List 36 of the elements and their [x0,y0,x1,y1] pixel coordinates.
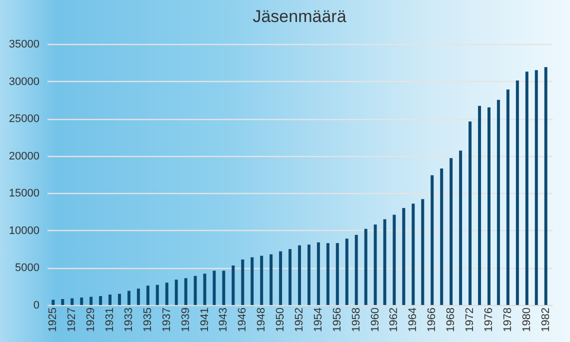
x-tick-label: 1925 [47,308,60,332]
x-tick-label: 1948 [256,308,268,332]
x-tick-label: 1954 [312,308,324,332]
y-tick-label: 15000 [8,188,40,200]
x-tick-label: 1978 [502,308,514,332]
x-tick-label: 1941 [198,308,211,332]
chart-title: Jäsenmäärä [252,7,347,26]
x-tick-label: 1952 [294,308,306,332]
x-tick-label: 1958 [350,308,362,332]
y-tick-label: 35000 [8,38,40,50]
x-tick-label: 1980 [520,308,533,332]
x-tick-label: 1982 [540,308,552,332]
x-tick-label: 1933 [122,308,135,332]
x-tick-label: 1929 [85,308,98,332]
x-tick-label: 1931 [104,308,116,332]
y-tick-label: 0 [33,300,40,312]
x-tick-label: 1972 [464,308,476,332]
y-tick-label: 20000 [8,150,40,162]
x-tick-label: 1939 [180,308,192,332]
y-tick-label: 30000 [8,76,40,88]
x-tick-label: 1935 [142,308,154,332]
x-tick-label: 1943 [218,308,230,332]
x-tick-label: 1937 [160,308,173,332]
x-tick-label: 1964 [407,308,420,332]
x-tick-label: 1976 [482,308,495,332]
x-tick-label: 1927 [66,308,78,332]
x-tick-label: 1946 [236,308,249,332]
x-tick-label: 1950 [274,308,287,332]
x-tick-label: 1962 [388,308,400,332]
x-tick-label: 1956 [331,308,344,332]
x-tick-label: 1966 [426,308,438,332]
y-tick-label: 10000 [8,224,40,237]
x-tick-label: 1960 [369,308,382,332]
y-tick-label: 25000 [8,113,40,126]
y-tick-label: 5000 [15,262,40,274]
x-tick-label: 1968 [445,308,458,332]
